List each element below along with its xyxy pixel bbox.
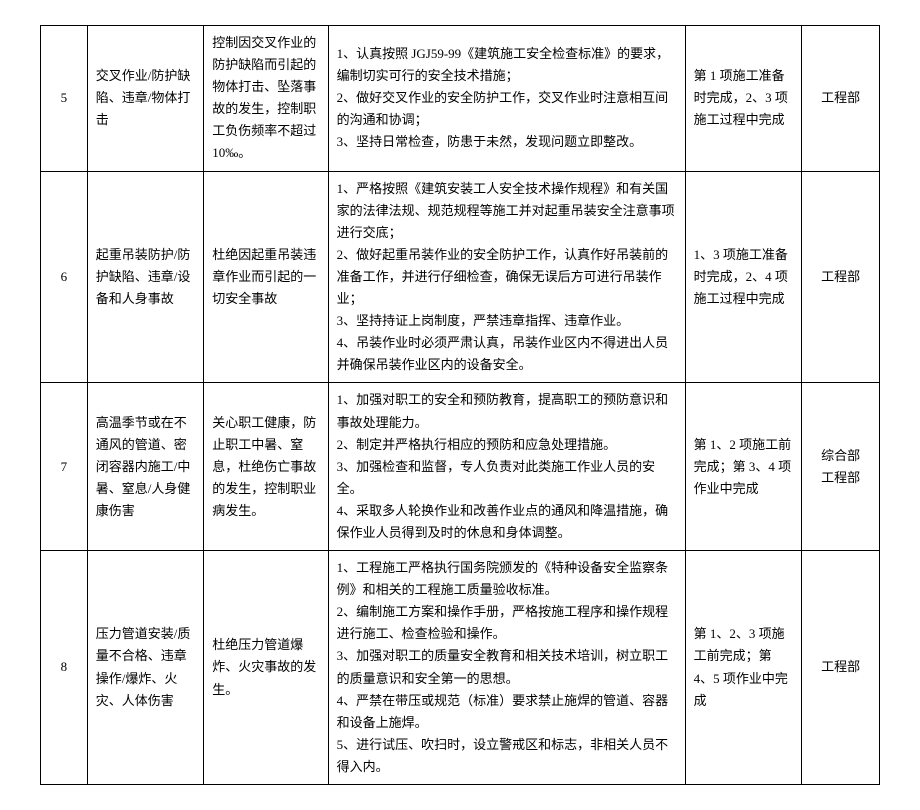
measure-line: 3、加强检查和监督，专人负责对此类施工作业人员的安全。 <box>337 456 677 500</box>
cell-goal: 杜绝压力管道爆炸、火灾事故的发生。 <box>204 551 328 785</box>
cell-goal: 关心职工健康，防止职工中暑、窒息，杜绝伤亡事故的发生，控制职业病发生。 <box>204 383 328 551</box>
measure-line: 1、加强对职工的安全和预防教育，提高职工的预防意识和事故处理能力。 <box>337 389 677 433</box>
cell-measures: 1、加强对职工的安全和预防教育，提高职工的预防意识和事故处理能力。2、制定并严格… <box>328 383 685 551</box>
measure-line: 4、严禁在带压或规范（标准）要求禁止施焊的管道、容器和设备上施焊。 <box>337 690 677 734</box>
measure-line: 2、做好起重吊装作业的安全防护工作，认真作好吊装前的准备工作，并进行仔细检查，确… <box>337 244 677 310</box>
cell-goal: 控制因交叉作业的防护缺陷而引起的物体打击、坠落事故的发生，控制职工负伤频率不超过… <box>204 26 328 172</box>
measure-line: 3、坚持持证上岗制度，严禁违章指挥、违章作业。 <box>337 310 677 332</box>
cell-number: 8 <box>41 551 88 785</box>
measure-line: 1、认真按照 JGJ59-99《建筑施工安全检查标准》的要求，编制切实可行的安全… <box>337 43 677 87</box>
measure-line: 5、进行试压、吹扫时，设立警戒区和标志，非相关人员不得入内。 <box>337 734 677 778</box>
cell-time: 第 1、2、3 项施工前完成；第 4、5 项作业中完成 <box>685 551 802 785</box>
cell-risk: 高温季节或在不通风的管道、密闭容器内施工/中暑、窒息/人身健康伤害 <box>87 383 204 551</box>
table-row: 5交叉作业/防护缺陷、违章/物体打击控制因交叉作业的防护缺陷而引起的物体打击、坠… <box>41 26 880 172</box>
table-row: 6起重吊装防护/防护缺陷、违章/设备和人身事故杜绝因起重吊装违章作业而引起的一切… <box>41 171 880 383</box>
cell-measures: 1、严格按照《建筑安装工人安全技术操作规程》和有关国家的法律法规、规范规程等施工… <box>328 171 685 383</box>
measure-line: 1、工程施工严格执行国务院颁发的《特种设备安全监察条例》和相关的工程施工质量验收… <box>337 557 677 601</box>
table-row: 8压力管道安装/质量不合格、违章操作/爆炸、火灾、人体伤害杜绝压力管道爆炸、火灾… <box>41 551 880 785</box>
cell-goal: 杜绝因起重吊装违章作业而引起的一切安全事故 <box>204 171 328 383</box>
measure-line: 2、编制施工方案和操作手册，严格按施工程序和操作规程进行施工、检查检验和操作。 <box>337 601 677 645</box>
cell-time: 第 1、2 项施工前完成；第 3、4 项作业中完成 <box>685 383 802 551</box>
table-body: 5交叉作业/防护缺陷、违章/物体打击控制因交叉作业的防护缺陷而引起的物体打击、坠… <box>41 26 880 785</box>
cell-measures: 1、工程施工严格执行国务院颁发的《特种设备安全监察条例》和相关的工程施工质量验收… <box>328 551 685 785</box>
measure-line: 3、坚持日常检查，防患于未然，发现问题立即整改。 <box>337 131 677 153</box>
table-row: 7高温季节或在不通风的管道、密闭容器内施工/中暑、窒息/人身健康伤害关心职工健康… <box>41 383 880 551</box>
cell-time: 第 1 项施工准备时完成，2、3 项施工过程中完成 <box>685 26 802 172</box>
safety-table: 5交叉作业/防护缺陷、违章/物体打击控制因交叉作业的防护缺陷而引起的物体打击、坠… <box>40 25 880 785</box>
cell-risk: 起重吊装防护/防护缺陷、违章/设备和人身事故 <box>87 171 204 383</box>
cell-number: 5 <box>41 26 88 172</box>
cell-dept: 工程部 <box>802 26 880 172</box>
cell-dept: 综合部工程部 <box>802 383 880 551</box>
measure-line: 4、吊装作业时必须严肃认真，吊装作业区内不得进出人员并确保吊装作业区内的设备安全… <box>337 332 677 376</box>
cell-risk: 交叉作业/防护缺陷、违章/物体打击 <box>87 26 204 172</box>
measure-line: 2、制定并严格执行相应的预防和应急处理措施。 <box>337 434 677 456</box>
cell-number: 7 <box>41 383 88 551</box>
cell-measures: 1、认真按照 JGJ59-99《建筑施工安全检查标准》的要求，编制切实可行的安全… <box>328 26 685 172</box>
cell-number: 6 <box>41 171 88 383</box>
measure-line: 3、加强对职工的质量安全教育和相关技术培训，树立职工的质量意识和安全第一的思想。 <box>337 645 677 689</box>
cell-risk: 压力管道安装/质量不合格、违章操作/爆炸、火灾、人体伤害 <box>87 551 204 785</box>
measure-line: 2、做好交叉作业的安全防护工作，交叉作业时注意相互间的沟通和协调； <box>337 87 677 131</box>
measure-line: 1、严格按照《建筑安装工人安全技术操作规程》和有关国家的法律法规、规范规程等施工… <box>337 178 677 244</box>
cell-dept: 工程部 <box>802 171 880 383</box>
cell-dept: 工程部 <box>802 551 880 785</box>
measure-line: 4、采取多人轮换作业和改善作业点的通风和降温措施，确保作业人员得到及时的休息和身… <box>337 500 677 544</box>
cell-time: 1、3 项施工准备时完成，2、4 项施工过程中完成 <box>685 171 802 383</box>
